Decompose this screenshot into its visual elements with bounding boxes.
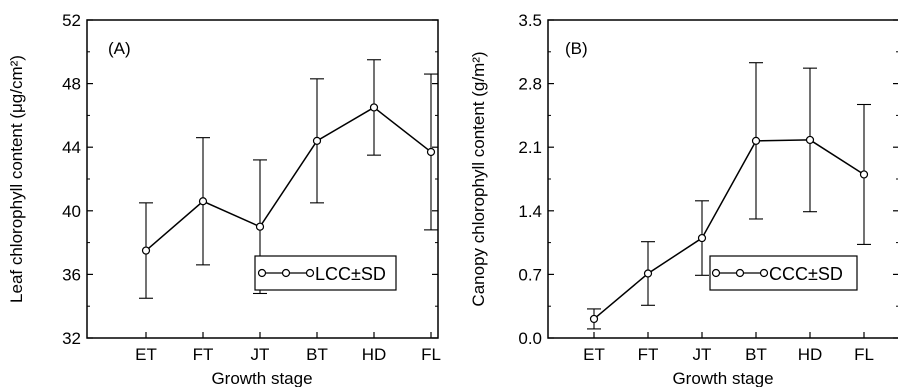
x-tick-label: HD bbox=[798, 345, 823, 364]
y-tick-label: 3.5 bbox=[518, 11, 542, 30]
y-tick-label: 32 bbox=[62, 329, 81, 348]
y-axis-ticks-a: 32 36 40 44 48 52 bbox=[62, 11, 438, 348]
legend-b: CCC±SD bbox=[709, 255, 858, 291]
legend-marker-ccc-1 bbox=[711, 268, 721, 278]
legend-marker-ccc-3 bbox=[759, 268, 769, 278]
data-points-b bbox=[589, 135, 869, 324]
x-tick-label: HD bbox=[362, 345, 387, 364]
y-tick-label: 48 bbox=[62, 75, 81, 94]
x-tick-label: JT bbox=[693, 345, 712, 364]
x-tick-label: BT bbox=[306, 345, 328, 364]
data-point bbox=[805, 135, 815, 145]
y-tick-label: 2.8 bbox=[518, 75, 542, 94]
x-axis-title-a: Growth stage bbox=[211, 369, 312, 387]
legend-label-ccc: CCC±SD bbox=[769, 264, 843, 284]
data-point bbox=[859, 170, 869, 179]
y-tick-label: 52 bbox=[62, 11, 81, 30]
panel-label-a: (A) bbox=[108, 39, 131, 58]
data-point bbox=[141, 246, 151, 255]
data-point bbox=[697, 233, 707, 243]
panel-b: 0.0 0.7 1.4 2.1 2.8 3.5 ET FT JT BT HD FL (B) Grow… bbox=[469, 11, 898, 387]
series-line-ccc bbox=[593, 139, 865, 320]
data-point bbox=[312, 136, 322, 145]
data-point bbox=[426, 147, 436, 157]
panel-label-b: (B) bbox=[565, 39, 588, 58]
data-points-a bbox=[141, 103, 436, 255]
data-point bbox=[643, 269, 653, 278]
y-tick-label: 0.7 bbox=[518, 265, 542, 284]
legend-marker-lcc-2 bbox=[281, 268, 291, 278]
y-axis-title-a: Leaf chlorophyll content (μg/cm²) bbox=[7, 55, 26, 303]
x-tick-label: FT bbox=[638, 345, 659, 364]
y-axis-title-b: Canopy chlorophyll content (g/m²) bbox=[469, 51, 488, 306]
x-tick-label: BT bbox=[745, 345, 767, 364]
data-point bbox=[255, 222, 265, 231]
data-point bbox=[589, 314, 599, 324]
x-tick-label: ET bbox=[135, 345, 157, 364]
x-tick-label: FL bbox=[421, 345, 441, 364]
panel-a: 32 36 40 44 48 52 ET FT JT BT HD FL (A) Growth sta… bbox=[7, 11, 441, 387]
x-tick-label: JT bbox=[251, 345, 270, 364]
data-point bbox=[198, 197, 208, 206]
legend-label-lcc: LCC±SD bbox=[315, 264, 386, 284]
x-axis-ticks-b: ET FT JT BT HD FL bbox=[583, 332, 874, 364]
data-point bbox=[751, 136, 761, 145]
x-tick-label: FL bbox=[854, 345, 874, 364]
y-tick-label: 0.0 bbox=[518, 329, 542, 348]
y-tick-label: 40 bbox=[62, 202, 81, 221]
y-tick-label: 36 bbox=[62, 265, 81, 284]
y-tick-label: 2.1 bbox=[518, 138, 542, 157]
legend-marker-lcc-3 bbox=[305, 268, 315, 278]
legend-marker-lcc-1 bbox=[257, 268, 267, 278]
x-tick-label: FT bbox=[193, 345, 214, 364]
data-point bbox=[369, 103, 379, 112]
y-tick-label: 44 bbox=[62, 138, 81, 157]
x-tick-label: ET bbox=[583, 345, 605, 364]
legend-a: LCC±SD bbox=[254, 255, 397, 291]
y-axis-ticks-b: 0.0 0.7 1.4 2.1 2.8 3.5 bbox=[518, 11, 898, 348]
legend-marker-ccc-2 bbox=[735, 268, 745, 278]
x-axis-ticks-a: ET FT JT BT HD FL bbox=[135, 332, 441, 364]
x-axis-title-b: Growth stage bbox=[672, 369, 773, 387]
y-tick-label: 1.4 bbox=[518, 202, 542, 221]
series-line-lcc bbox=[145, 106, 432, 252]
